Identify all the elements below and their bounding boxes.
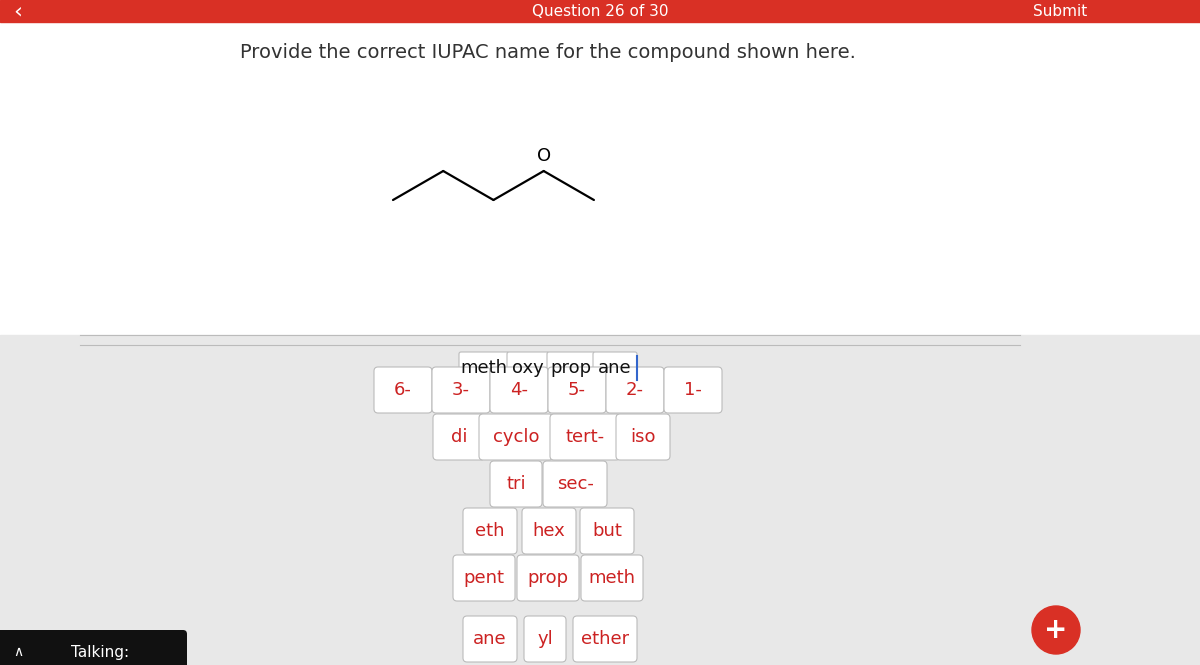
Text: 2-: 2- xyxy=(626,381,644,399)
FancyBboxPatch shape xyxy=(550,414,620,460)
Bar xyxy=(0,22,1200,335)
FancyBboxPatch shape xyxy=(616,414,670,460)
FancyBboxPatch shape xyxy=(0,630,187,665)
Text: 6-: 6- xyxy=(394,381,412,399)
FancyBboxPatch shape xyxy=(508,352,550,384)
Text: ane: ane xyxy=(598,359,632,377)
Text: hex: hex xyxy=(533,522,565,540)
Text: ‹: ‹ xyxy=(13,1,23,21)
Text: meth: meth xyxy=(461,359,508,377)
FancyBboxPatch shape xyxy=(522,508,576,554)
Text: cyclo: cyclo xyxy=(493,428,539,446)
Bar xyxy=(0,0,1200,22)
FancyBboxPatch shape xyxy=(433,414,485,460)
FancyBboxPatch shape xyxy=(581,555,643,601)
Text: meth: meth xyxy=(588,569,636,587)
Text: Question 26 of 30: Question 26 of 30 xyxy=(532,3,668,19)
FancyBboxPatch shape xyxy=(548,367,606,413)
Text: yl: yl xyxy=(538,630,553,648)
Text: O: O xyxy=(536,147,551,165)
FancyBboxPatch shape xyxy=(374,367,432,413)
Text: 1-: 1- xyxy=(684,381,702,399)
FancyBboxPatch shape xyxy=(574,616,637,662)
Text: prop: prop xyxy=(551,359,592,377)
FancyBboxPatch shape xyxy=(606,367,664,413)
FancyBboxPatch shape xyxy=(458,352,509,384)
FancyBboxPatch shape xyxy=(479,414,553,460)
Text: oxy: oxy xyxy=(512,359,544,377)
Text: Submit: Submit xyxy=(1033,3,1087,19)
Bar xyxy=(0,335,1200,665)
FancyBboxPatch shape xyxy=(517,555,580,601)
Text: tri: tri xyxy=(506,475,526,493)
Text: ∧: ∧ xyxy=(13,645,23,659)
Text: sec-: sec- xyxy=(557,475,594,493)
Text: eth: eth xyxy=(475,522,505,540)
FancyBboxPatch shape xyxy=(432,367,490,413)
FancyBboxPatch shape xyxy=(490,367,548,413)
Text: prop: prop xyxy=(528,569,569,587)
FancyBboxPatch shape xyxy=(463,508,517,554)
Text: iso: iso xyxy=(630,428,655,446)
Text: ether: ether xyxy=(581,630,629,648)
Text: 3-: 3- xyxy=(452,381,470,399)
Text: pent: pent xyxy=(463,569,504,587)
Text: 4-: 4- xyxy=(510,381,528,399)
FancyBboxPatch shape xyxy=(593,352,637,384)
FancyBboxPatch shape xyxy=(542,461,607,507)
Text: tert-: tert- xyxy=(565,428,605,446)
Circle shape xyxy=(1032,606,1080,654)
Text: +: + xyxy=(1044,616,1068,644)
FancyBboxPatch shape xyxy=(547,352,595,384)
FancyBboxPatch shape xyxy=(580,508,634,554)
Text: Provide the correct IUPAC name for the compound shown here.: Provide the correct IUPAC name for the c… xyxy=(240,43,856,63)
Text: di: di xyxy=(451,428,467,446)
FancyBboxPatch shape xyxy=(454,555,515,601)
FancyBboxPatch shape xyxy=(463,616,517,662)
Text: 5-: 5- xyxy=(568,381,586,399)
Text: but: but xyxy=(592,522,622,540)
Text: ane: ane xyxy=(473,630,506,648)
FancyBboxPatch shape xyxy=(524,616,566,662)
FancyBboxPatch shape xyxy=(664,367,722,413)
Text: Talking:: Talking: xyxy=(71,644,130,660)
FancyBboxPatch shape xyxy=(490,461,542,507)
